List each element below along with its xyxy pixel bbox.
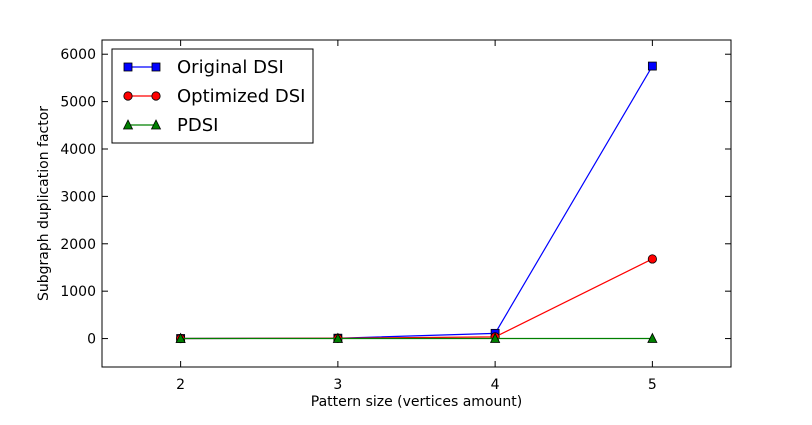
legend: Original DSI Optimized DSI PDSI	[111, 48, 314, 144]
y-tick-label: 5000	[60, 95, 96, 111]
legend-label: Optimized DSI	[177, 86, 305, 107]
legend-label: PDSI	[177, 115, 218, 136]
legend-marker	[150, 119, 162, 130]
data-point-pdsi	[175, 332, 186, 343]
plot-frame	[101, 39, 732, 368]
legend-entry-original-dsi: Original DSI	[123, 57, 284, 78]
data-point-pdsi	[489, 332, 501, 343]
x-axis-label: Pattern size (vertices amount)	[311, 394, 522, 410]
legend-entries: Original DSI Optimized DSI PDSI	[122, 57, 305, 136]
x-tick-label: 5	[648, 377, 657, 393]
legend-entry-pdsi: PDSI	[122, 115, 218, 136]
y-tick-label: 0	[87, 332, 96, 348]
legend-marker	[122, 119, 134, 130]
y-tick-label: 3000	[60, 189, 96, 205]
legend-marker	[151, 91, 161, 101]
legend-label: Original DSI	[177, 57, 284, 78]
legend-marker	[123, 62, 133, 72]
ticks-layer: 2 3 4 5 0 1000 2000 3000 4000 5000 6000	[60, 40, 731, 393]
y-axis-label: Subgraph duplication factor	[36, 106, 52, 301]
y-tick-label: 4000	[60, 142, 96, 158]
x-tick-label: 3	[333, 377, 342, 393]
data-point-pdsi	[647, 332, 658, 343]
y-tick-label: 1000	[60, 284, 96, 300]
data-point-pdsi	[332, 332, 344, 343]
x-tick-label: 4	[491, 377, 500, 393]
y-tick-label: 2000	[60, 237, 96, 253]
legend-entry-optimized-dsi: Optimized DSI	[123, 86, 305, 107]
y-tick-label: 6000	[60, 47, 96, 63]
x-tick-label: 2	[176, 377, 185, 393]
legend-marker	[123, 91, 133, 101]
series-layer	[175, 61, 658, 344]
series-pdsi	[175, 332, 658, 343]
data-point-optimized-dsi	[647, 254, 657, 264]
data-point-original-dsi	[647, 61, 657, 71]
legend-marker	[151, 62, 161, 72]
